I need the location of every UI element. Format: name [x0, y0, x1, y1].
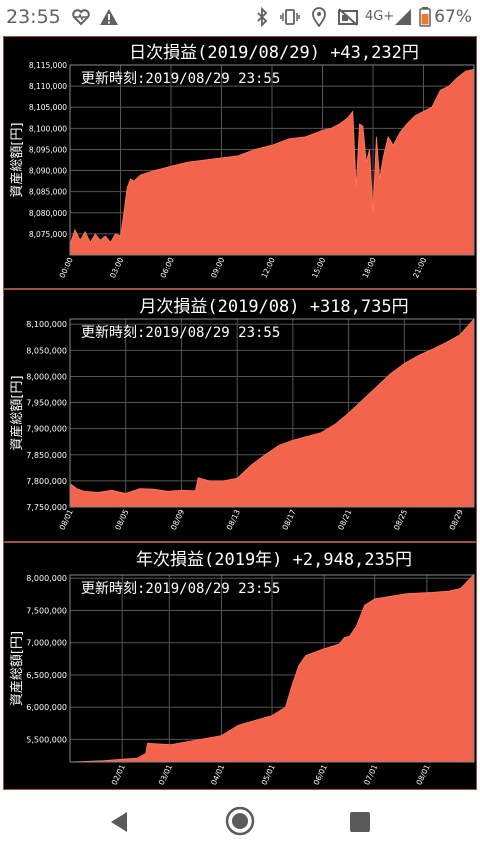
y-tick-label: 8,110,000 [29, 82, 67, 91]
x-tick-label: 08/25 [392, 508, 409, 532]
location-icon [312, 7, 326, 27]
home-button[interactable] [224, 805, 256, 837]
chart-title: 年次損益(2019年) +2,948,235円 [136, 550, 412, 570]
x-tick-label: 15:00 [310, 256, 327, 280]
x-tick-label: 02/01 [110, 763, 127, 787]
y-tick-label: 8,085,000 [29, 188, 67, 197]
status-bar: 23:55 4G+ 67% [0, 0, 480, 34]
cast-off-icon [338, 8, 358, 26]
y-tick-label: 8,105,000 [29, 103, 67, 112]
chart-title: 月次損益(2019/08) +318,735円 [139, 297, 408, 317]
y-tick-label: 8,095,000 [29, 145, 67, 154]
y-tick-label: 8,100,000 [26, 320, 67, 329]
vibrate-icon [280, 9, 300, 25]
daily-pnl-chart: 日次損益(2019/08/29) +43,232円 8,075,000 8,080,… [3, 36, 477, 289]
y-axis-label: 資産総額[円] [9, 122, 25, 197]
y-tick-label: 8,000,000 [26, 372, 67, 381]
series-area [69, 573, 475, 763]
x-tick-label: 03:00 [108, 256, 125, 280]
y-tick-label: 8,075,000 [29, 230, 67, 239]
y-axis-label: 資産総額[円] [9, 375, 25, 450]
y-tick-label: 7,800,000 [26, 477, 67, 486]
navigation-bar [0, 790, 480, 853]
battery-percent: 67% [434, 7, 472, 27]
x-tick-label: 08/13 [225, 508, 242, 532]
y-tick-label: 7,500,000 [26, 606, 67, 615]
y-tick-label: 6,500,000 [26, 671, 67, 680]
y-tick-label: 8,115,000 [29, 61, 67, 70]
y-tick-label: 7,750,000 [26, 503, 67, 512]
x-tick-label: 08/17 [280, 508, 297, 532]
x-tick-label: 04/01 [209, 763, 226, 787]
signal-icon [395, 9, 411, 25]
heart-pulse-icon [72, 9, 90, 26]
y-tick-label: 7,000,000 [26, 639, 67, 648]
bluetooth-icon [257, 7, 268, 27]
y-tick-label: 6,000,000 [26, 703, 67, 712]
y-tick-label: 8,050,000 [26, 346, 67, 355]
y-tick-label: 8,080,000 [29, 209, 67, 218]
chart-title: 日次損益(2019/08/29) +43,232円 [129, 43, 419, 63]
series-area [69, 68, 475, 256]
x-tick-label: 03/01 [157, 763, 174, 787]
warning-icon [100, 9, 118, 25]
x-tick-label: 06/01 [312, 763, 329, 787]
x-tick-label: 05/01 [260, 763, 277, 787]
yearly-pnl-chart: 年次損益(2019年) +2,948,235円 5,500,000 6,000,00… [3, 542, 477, 790]
x-tick-label: 08/01 [414, 763, 431, 787]
x-tick-label: 08/09 [169, 508, 186, 532]
series-area [69, 317, 475, 508]
x-tick-label: 06:00 [159, 256, 176, 280]
x-tick-label: 12:00 [260, 256, 277, 280]
network-type: 4G+ [365, 9, 395, 24]
y-tick-label: 8,000,000 [26, 574, 67, 583]
x-tick-label: 08/29 [448, 508, 465, 532]
x-tick-label: 21:00 [411, 256, 428, 280]
updated-timestamp: 更新時刻:2019/08/29 23:55 [81, 581, 280, 597]
y-axis-label: 資産総額[円] [9, 631, 25, 706]
y-tick-label: 7,950,000 [26, 399, 67, 408]
x-tick-label: 08/05 [113, 508, 130, 532]
x-tick-label: 00:00 [58, 256, 75, 280]
y-tick-label: 7,900,000 [26, 425, 67, 434]
monthly-pnl-chart: 月次損益(2019/08) +318,735円 7,750,000 7,800,00… [3, 289, 477, 542]
y-tick-label: 5,500,000 [26, 735, 67, 744]
plot-frame [69, 574, 475, 763]
x-tick-label: 08/21 [336, 508, 353, 532]
x-tick-label: 09:00 [209, 256, 226, 280]
plot-frame [69, 64, 475, 256]
updated-timestamp: 更新時刻:2019/08/29 23:55 [81, 71, 280, 87]
status-time: 23:55 [6, 6, 61, 28]
y-tick-label: 8,100,000 [29, 124, 67, 133]
battery-icon [419, 7, 431, 27]
updated-timestamp: 更新時刻:2019/08/29 23:55 [81, 325, 280, 341]
x-tick-label: 07/01 [362, 763, 379, 787]
plot-frame [69, 318, 475, 508]
x-tick-label: 18:00 [361, 256, 378, 280]
y-tick-label: 8,090,000 [29, 167, 67, 176]
y-tick-label: 7,850,000 [26, 451, 67, 460]
recents-button[interactable] [349, 811, 371, 833]
back-button[interactable] [107, 810, 131, 834]
